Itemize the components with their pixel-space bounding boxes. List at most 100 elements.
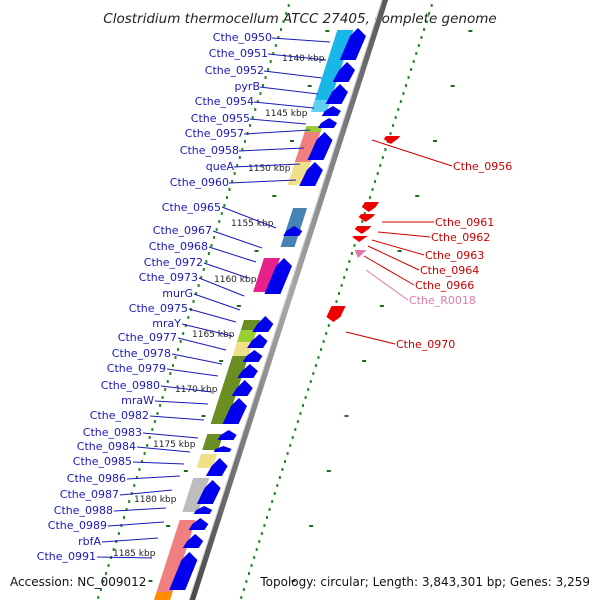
- gene-label-left: Cthe_0972: [144, 256, 203, 269]
- scale-tick: [148, 580, 153, 582]
- label-leader: [259, 86, 319, 95]
- gc-tick: [422, 28, 425, 31]
- gene-label-left: Cthe_0973: [139, 271, 198, 284]
- gene-label-left: Cthe_0979: [107, 362, 166, 375]
- forward-gene: [332, 62, 356, 82]
- gc-tick: [389, 132, 392, 135]
- gc-tick: [394, 116, 397, 119]
- gc-tick: [264, 76, 267, 79]
- label-leader: [263, 70, 323, 79]
- cog-block: [173, 520, 196, 540]
- gc-tick: [397, 108, 400, 111]
- label-leader: [221, 206, 277, 229]
- reverse-gene: [361, 202, 380, 212]
- scale-label-1180: 1180 kbp: [134, 495, 177, 505]
- gene-label-right: Cthe_0956: [453, 160, 512, 173]
- gc-tick: [273, 492, 276, 495]
- forward-gene: [231, 380, 253, 396]
- gene-label-right: Cthe_0962: [431, 231, 490, 244]
- genome-backbone: [189, 0, 388, 600]
- gene-label-left: Cthe_0957: [185, 127, 244, 140]
- gc-tick: [302, 404, 305, 407]
- gc-tick: [338, 292, 341, 295]
- scale-tick: [219, 360, 224, 362]
- forward-gene: [283, 226, 303, 236]
- gc-tick: [223, 204, 226, 207]
- gc-tick: [259, 92, 262, 95]
- forward-gene: [213, 446, 232, 452]
- gc-tick: [415, 52, 418, 55]
- gc-tick: [379, 164, 382, 167]
- gc-tick: [271, 500, 274, 503]
- scale-label-1155: 1155 kbp: [231, 219, 274, 229]
- forward-gene: [222, 398, 247, 424]
- gene-label-right: Cthe_0963: [425, 249, 484, 262]
- gc-tick: [177, 348, 180, 351]
- gc-tick: [164, 388, 167, 391]
- gc-tick: [282, 20, 285, 23]
- gc-tick: [274, 44, 277, 47]
- gene-label-left: Cthe_0983: [83, 426, 142, 439]
- gc-tick: [182, 332, 185, 335]
- scale-tick: [362, 360, 367, 362]
- gene-label-left: Cthe_0955: [191, 112, 250, 125]
- scale-label-1165: 1165 kbp: [192, 330, 235, 340]
- gc-tick: [258, 540, 261, 543]
- forward-gene: [247, 334, 268, 348]
- gc-tick: [247, 572, 250, 575]
- gc-tick: [161, 396, 164, 399]
- forward-gene: [196, 480, 221, 504]
- label-leader: [171, 353, 223, 365]
- gc-tick: [192, 300, 195, 303]
- label-leader: [113, 507, 167, 512]
- gc-tick: [289, 444, 292, 447]
- gc-tick: [210, 244, 213, 247]
- cog-block: [210, 356, 249, 424]
- gene-label-left: queA: [206, 160, 235, 173]
- gc-tick: [266, 516, 269, 519]
- scale-tick: [289, 140, 294, 142]
- scale-tick: [309, 525, 314, 527]
- gene-label-left: Cthe_0968: [149, 240, 208, 253]
- gc-tick: [251, 116, 254, 119]
- gc-tick: [261, 84, 264, 87]
- gc-tick: [254, 108, 257, 111]
- cog-block: [153, 592, 173, 600]
- scale-label-1175: 1175 kbp: [153, 440, 196, 450]
- label-leader: [212, 230, 263, 249]
- gc-tick: [412, 60, 415, 63]
- label-leader: [188, 308, 237, 323]
- scale-tick: [236, 305, 241, 307]
- gc-tick: [200, 276, 203, 279]
- label-leader: [166, 368, 219, 377]
- gc-tick: [205, 260, 208, 263]
- gc-tick: [236, 164, 239, 167]
- gene-label-right: Cthe_0964: [420, 264, 479, 277]
- gc-tick: [153, 420, 156, 423]
- gc-tick: [220, 212, 223, 215]
- gc-tick: [404, 84, 407, 87]
- gc-tick: [179, 340, 182, 343]
- gc-tick: [243, 140, 246, 143]
- label-leader: [367, 245, 420, 271]
- gc-tick: [279, 28, 282, 31]
- gc-tick: [350, 252, 353, 255]
- gc-tick: [307, 388, 310, 391]
- forward-gene: [307, 132, 333, 160]
- cog-category-blocks: [153, 30, 354, 600]
- gene-label-left: Cthe_0975: [129, 302, 188, 315]
- gc-tick: [249, 124, 252, 127]
- gc-tick: [184, 324, 187, 327]
- gc-tick: [287, 4, 290, 7]
- gc-tick: [151, 428, 154, 431]
- cog-block: [294, 132, 321, 162]
- gene-label-left: pyrB: [234, 80, 260, 93]
- gc-tick: [425, 20, 428, 23]
- scale-tick: [272, 195, 277, 197]
- gene-label-left: Cthe_0960: [170, 176, 229, 189]
- forward-gene: [205, 458, 228, 476]
- gc-tick: [322, 340, 325, 343]
- gene-label-left: Cthe_0978: [112, 347, 171, 360]
- left-gene-labels: Cthe_0950 Cthe_0951 Cthe_0952 pyrB Cthe_…: [37, 31, 272, 563]
